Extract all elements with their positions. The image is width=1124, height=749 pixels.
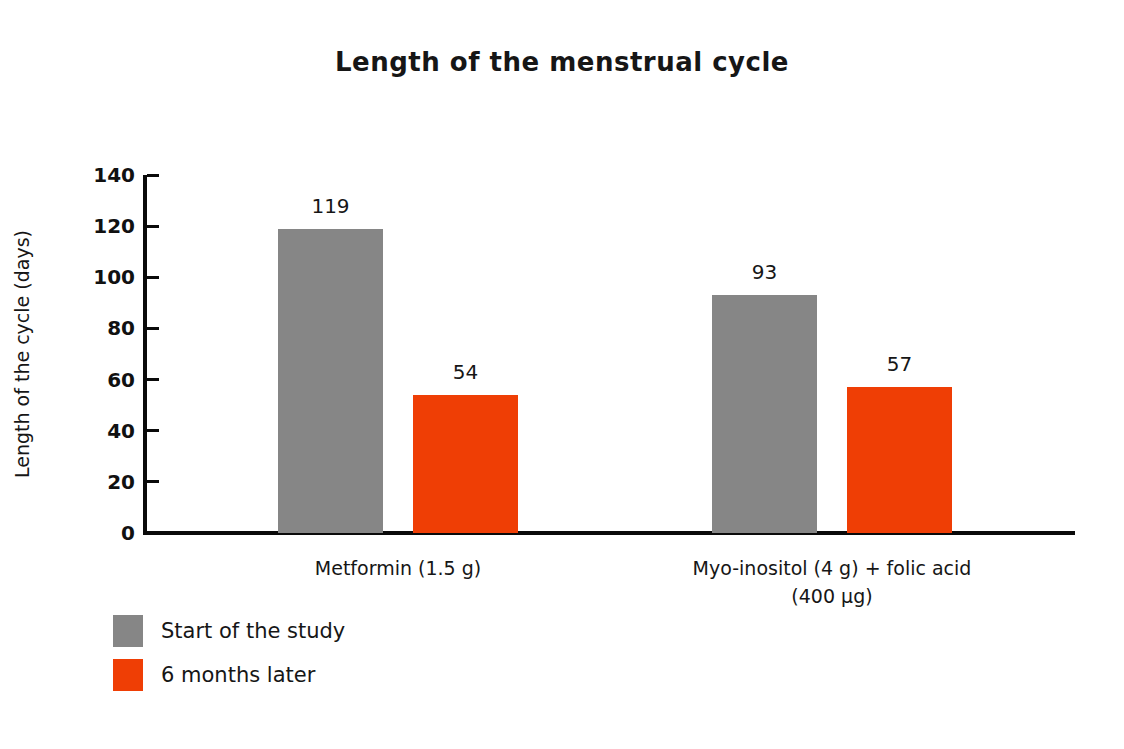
bar-value-label: 57	[847, 351, 952, 377]
y-tick-mark	[147, 276, 159, 279]
y-tick-mark	[147, 174, 159, 177]
legend: Start of the study 6 months later	[113, 615, 345, 703]
y-tick-mark	[147, 225, 159, 228]
y-tick-label: 40	[65, 418, 135, 444]
y-tick-label: 80	[65, 315, 135, 341]
y-tick-mark	[147, 327, 159, 330]
bar-6months-group2	[847, 387, 952, 533]
bar-value-label: 54	[413, 359, 518, 385]
y-tick-label: 120	[65, 213, 135, 239]
legend-swatch	[113, 615, 143, 647]
y-tick-label: 100	[65, 264, 135, 290]
y-tick-mark	[147, 480, 159, 483]
y-tick-label: 140	[65, 162, 135, 188]
y-tick-mark	[147, 429, 159, 432]
y-tick-label: 0	[65, 520, 135, 546]
chart-title: Length of the menstrual cycle	[0, 47, 1124, 77]
bar-start-group1	[278, 229, 383, 533]
y-tick-mark	[147, 378, 159, 381]
y-axis-title-text: Length of the cycle (days)	[11, 230, 33, 478]
legend-item: 6 months later	[113, 659, 345, 691]
bar-6months-group1	[413, 395, 518, 533]
bar-chart: Length of the menstrual cycle Length of …	[0, 0, 1124, 749]
legend-label: Start of the study	[161, 619, 345, 643]
x-category-label: Myo-inositol (4 g) + folic acid (400 µg)	[677, 554, 987, 610]
legend-label: 6 months later	[161, 663, 315, 687]
bar-start-group2	[712, 295, 817, 533]
y-tick-label: 60	[65, 367, 135, 393]
legend-swatch	[113, 659, 143, 691]
x-category-label: Metformin (1.5 g)	[243, 554, 553, 582]
legend-item: Start of the study	[113, 615, 345, 647]
bar-value-label: 119	[278, 193, 383, 219]
y-tick-label: 20	[65, 469, 135, 495]
bar-value-label: 93	[712, 259, 817, 285]
